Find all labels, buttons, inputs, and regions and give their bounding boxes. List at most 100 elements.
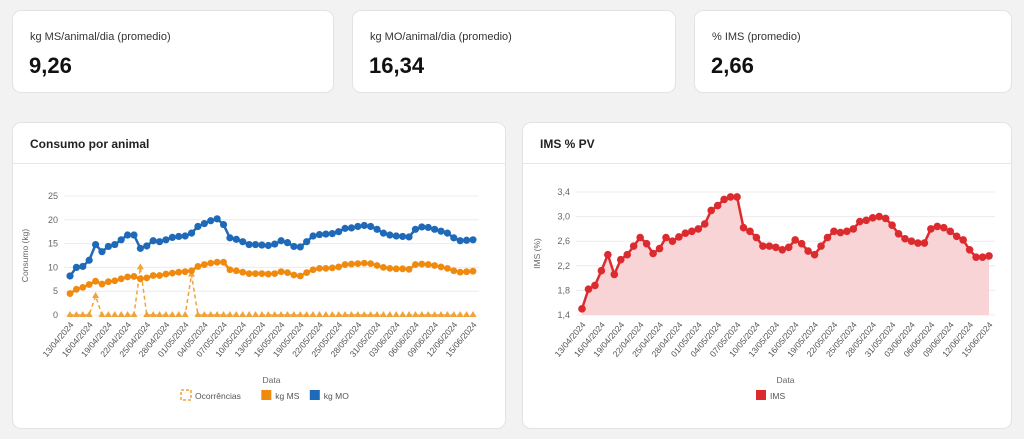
data-point [175, 232, 183, 241]
data-point [784, 243, 793, 252]
data-point [194, 222, 202, 231]
data-point [111, 240, 119, 249]
data-point [463, 236, 471, 244]
data-point [946, 227, 955, 236]
data-point [111, 277, 119, 285]
data-point [450, 234, 458, 242]
x-axis-label: Data [263, 375, 281, 385]
data-point [149, 311, 157, 317]
data-point [668, 237, 677, 245]
data-point [72, 311, 80, 317]
data-point [296, 272, 304, 280]
data-point [322, 311, 330, 317]
data-point [187, 229, 196, 237]
data-point [469, 236, 477, 244]
data-point [252, 270, 259, 277]
data-point [688, 227, 696, 236]
chart-title: IMS % PV [523, 123, 1011, 164]
data-point [328, 311, 336, 317]
data-point [194, 263, 202, 270]
data-point [136, 263, 144, 270]
data-point [296, 243, 304, 251]
data-point [933, 222, 942, 231]
data-point [965, 246, 974, 254]
data-point [392, 311, 400, 317]
data-point [347, 224, 356, 232]
data-point [328, 264, 336, 272]
data-point [162, 236, 170, 244]
data-point [130, 231, 138, 239]
data-point [72, 263, 80, 271]
data-point [290, 271, 298, 279]
data-point [143, 311, 151, 317]
data-point [181, 311, 189, 317]
data-point [258, 311, 266, 317]
data-point [437, 263, 445, 271]
data-point [379, 311, 387, 317]
data-point [636, 233, 644, 242]
data-point [149, 237, 157, 245]
kpi-card-ims: % IMS (promedio) 2,66 [694, 10, 1012, 93]
data-point [797, 239, 806, 248]
data-point [868, 214, 877, 222]
data-point [894, 230, 903, 238]
data-point [98, 248, 106, 256]
data-point [79, 311, 87, 317]
data-point [629, 242, 638, 250]
data-point [207, 217, 215, 225]
data-point [162, 270, 170, 278]
data-point [888, 221, 896, 230]
y-tick-label: 0 [53, 310, 58, 320]
y-tick-label: 2,2 [557, 261, 570, 271]
data-point [316, 264, 323, 272]
data-point [213, 258, 221, 266]
data-point [597, 266, 606, 275]
data-point [156, 272, 163, 279]
data-point [271, 311, 279, 317]
kpi-card-kg-ms: kg MS/animal/dia (promedio) 9,26 [12, 10, 334, 93]
legend-label-kg MO: kg MO [324, 391, 349, 401]
data-point [232, 235, 240, 243]
data-point [354, 222, 362, 231]
data-point [443, 311, 451, 317]
data-point [399, 265, 407, 273]
data-point [309, 266, 317, 274]
data-point [79, 262, 87, 271]
data-point [85, 281, 93, 288]
data-point [66, 311, 74, 317]
data-point [726, 193, 735, 201]
data-point [386, 231, 394, 239]
data-point [194, 311, 202, 317]
data-point [315, 311, 323, 317]
data-point [124, 311, 132, 317]
data-point [168, 233, 176, 242]
data-point [649, 249, 657, 258]
data-point [830, 227, 838, 236]
data-point [277, 311, 285, 317]
data-point [849, 225, 858, 233]
legend-swatch [309, 390, 320, 400]
data-point [271, 270, 279, 277]
data-point [85, 256, 93, 264]
data-point [901, 234, 909, 243]
data-point [836, 228, 845, 237]
y-tick-label: 3,0 [557, 212, 570, 222]
ims-chart-card: IMS % PV 1,4 1,8 2,2 2,6 3,0 3,4 IMS (%) 13/04/… [522, 122, 1012, 429]
data-point [939, 223, 948, 232]
data-point [277, 268, 285, 276]
data-point [303, 269, 311, 277]
data-point [239, 311, 247, 317]
data-point [584, 285, 593, 293]
data-point [920, 239, 929, 247]
data-point [914, 239, 922, 247]
data-point [200, 220, 208, 228]
data-point [424, 261, 432, 268]
data-point [213, 215, 221, 223]
data-point [469, 267, 477, 275]
legend-swatch [261, 390, 272, 400]
data-point [862, 216, 871, 225]
y-tick-label: 2,6 [557, 236, 570, 246]
data-point [418, 260, 426, 268]
data-point [130, 311, 138, 317]
data-point [207, 259, 215, 267]
